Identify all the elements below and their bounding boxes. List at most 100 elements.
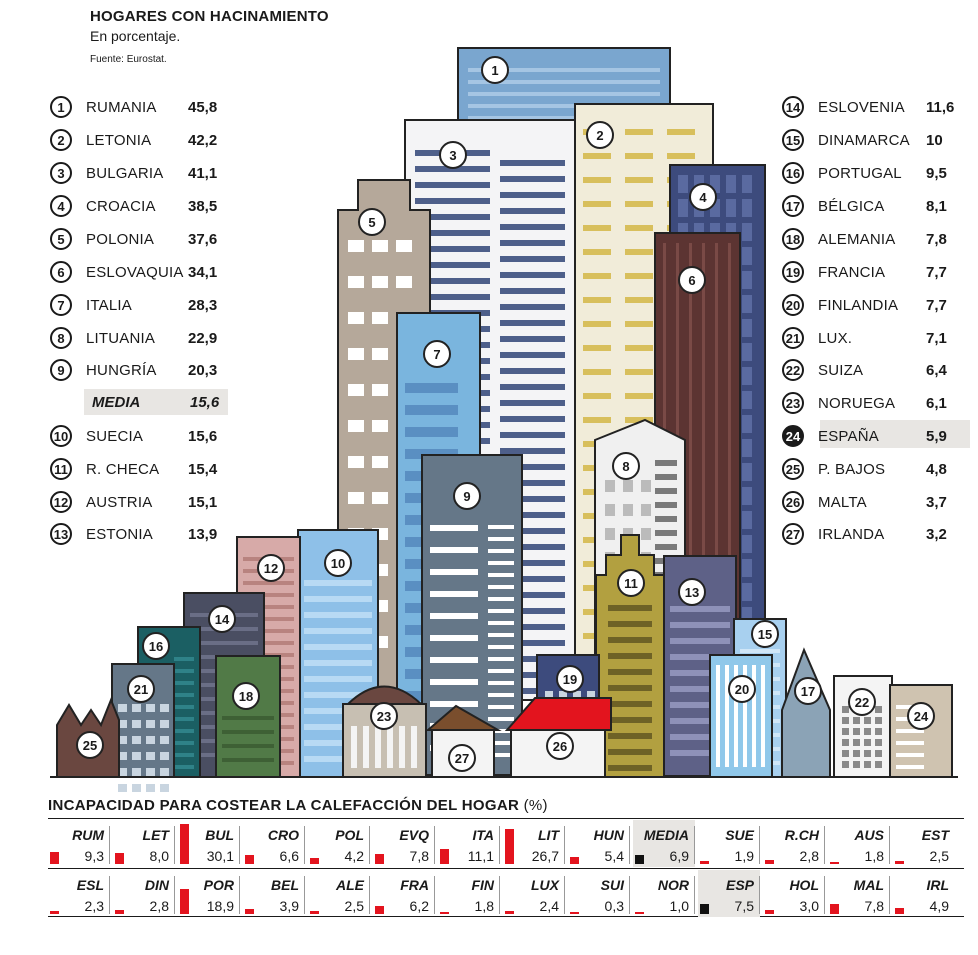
- window: [678, 367, 688, 385]
- window-row: [405, 691, 458, 701]
- window-row: [488, 597, 514, 601]
- window: [875, 761, 882, 768]
- window: [625, 561, 653, 567]
- window-row: [468, 260, 660, 264]
- window: [678, 415, 688, 433]
- rank-value: 15,6: [188, 427, 218, 445]
- window: [587, 711, 595, 721]
- window-row: [430, 723, 478, 729]
- rank-row: 10 SUECIA 15,6: [50, 424, 217, 448]
- window: [146, 768, 155, 776]
- window: [726, 367, 736, 385]
- building-22: [833, 675, 893, 778]
- window: [742, 607, 752, 625]
- window-row: [670, 686, 730, 692]
- window-row: [190, 753, 258, 757]
- rank-number: 14: [782, 96, 804, 118]
- window: [726, 391, 736, 409]
- rank-value: 4,8: [926, 460, 947, 478]
- cell-code: POL: [335, 827, 364, 843]
- window-row: [488, 633, 514, 637]
- window: [132, 768, 141, 776]
- window-row: [190, 641, 258, 645]
- window-row: [468, 116, 660, 120]
- rank-row: 26 MALTA 3,7: [782, 490, 947, 514]
- building-label-circle: [324, 549, 352, 577]
- window: [587, 731, 595, 741]
- window: [875, 750, 882, 757]
- rank-number: 8: [50, 327, 72, 349]
- building-label-circle: [76, 731, 104, 759]
- cell-code: LET: [142, 827, 169, 843]
- building-label: 18: [239, 689, 253, 704]
- window-row: [468, 308, 660, 312]
- rank-country: RUMANIA: [86, 98, 157, 116]
- window: [678, 391, 688, 409]
- window-row: [655, 558, 677, 564]
- window: [742, 487, 752, 505]
- window: [742, 463, 752, 481]
- rank-row: 3 BULGARIA 41,1: [50, 161, 217, 185]
- cell-value: 7,8: [864, 898, 884, 914]
- window-row: [304, 708, 372, 714]
- window-row: [405, 427, 458, 437]
- window: [583, 465, 611, 471]
- window: [667, 201, 695, 207]
- cell-code: MEDIA: [643, 827, 689, 843]
- window-row: [415, 422, 490, 428]
- window-row: [415, 230, 490, 236]
- building-label: 6: [688, 273, 695, 288]
- window: [573, 731, 581, 741]
- heating-cell: POL 4,2: [308, 820, 370, 867]
- window: [132, 784, 141, 792]
- cell-separator: [759, 826, 760, 864]
- window-row: [243, 653, 294, 657]
- window: [678, 223, 688, 241]
- window: [623, 624, 633, 636]
- window-row: [500, 272, 565, 278]
- window-row: [468, 416, 660, 420]
- window-row: [740, 663, 780, 667]
- window: [641, 504, 651, 516]
- window-row: [500, 448, 565, 454]
- window: [583, 249, 611, 255]
- window-row: [500, 624, 565, 630]
- window: [667, 417, 695, 423]
- window: [678, 559, 688, 577]
- window-row: [304, 628, 372, 634]
- rank-number: 6: [50, 261, 72, 283]
- window: [694, 583, 704, 601]
- rank-number: 26: [782, 491, 804, 513]
- window: [583, 537, 611, 543]
- rank-number: 22: [782, 359, 804, 381]
- window: [396, 384, 412, 396]
- building-label-circle: [556, 665, 584, 693]
- window-row: [468, 368, 660, 372]
- window-row: [304, 724, 372, 730]
- cell-code: MAL: [853, 877, 884, 893]
- heating-cell: POR 18,9: [178, 870, 240, 917]
- window-row: [174, 741, 194, 745]
- cell-separator: [109, 826, 110, 864]
- window: [667, 465, 695, 471]
- window-row: [488, 609, 514, 613]
- window: [348, 564, 364, 576]
- window-row: [243, 605, 294, 609]
- building-9: [421, 454, 523, 776]
- window-row: [655, 656, 677, 662]
- window: [864, 717, 871, 724]
- cell-bar: [700, 861, 709, 864]
- window: [742, 631, 752, 649]
- window: [396, 276, 412, 288]
- window: [710, 631, 720, 649]
- column: [363, 726, 369, 768]
- cell-value: 18,9: [206, 898, 234, 914]
- window: [583, 225, 611, 231]
- cell-separator: [434, 876, 435, 914]
- window-row: [415, 486, 490, 492]
- window: [132, 752, 141, 760]
- heating-cell: ESL 2,3: [48, 870, 110, 917]
- window-row: [405, 559, 458, 569]
- window: [853, 728, 860, 735]
- rank-row: 21 LUX. 7,1: [782, 326, 947, 350]
